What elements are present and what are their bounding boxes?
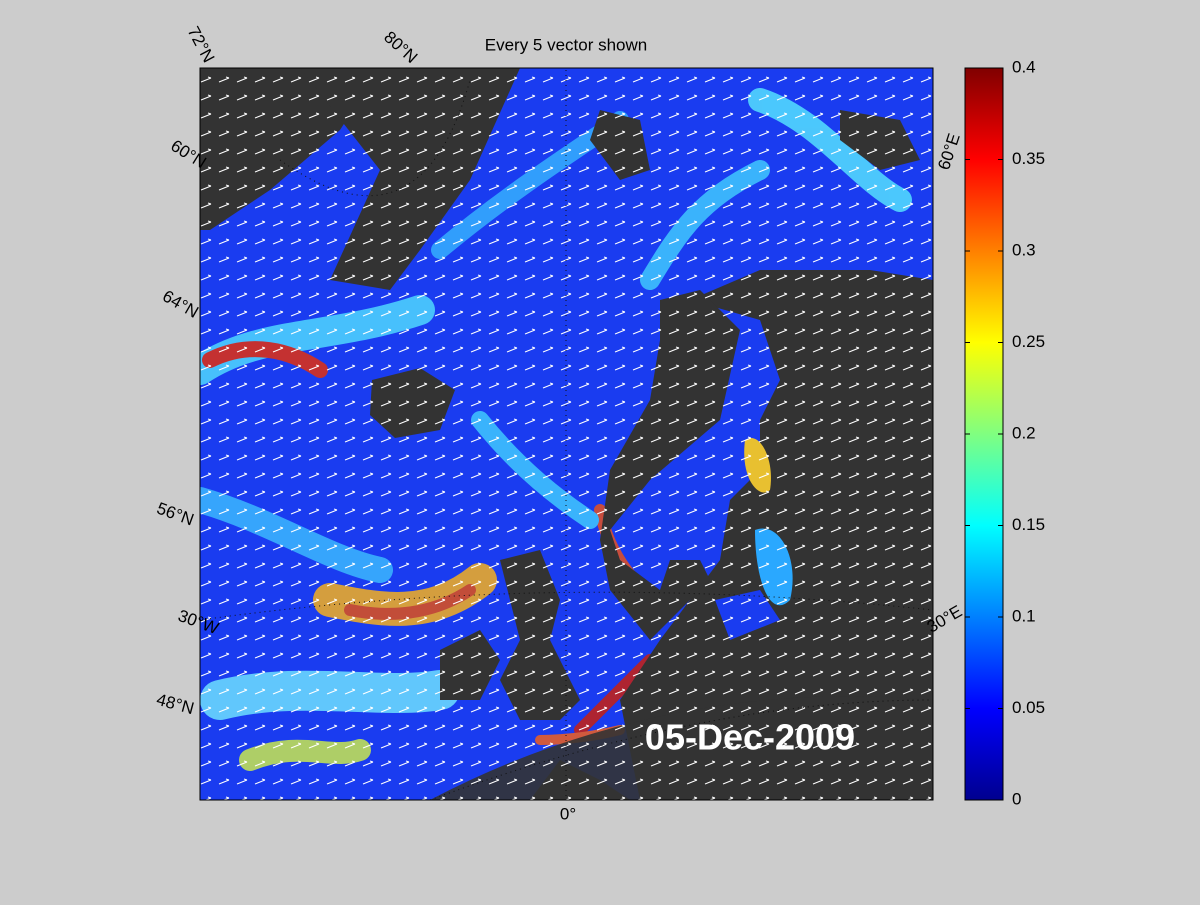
colorbar-tick-label: 0.15 bbox=[1012, 515, 1045, 534]
graticule-label: 48°N bbox=[154, 690, 196, 718]
colorbar: 0 0.05 0.1 0.15 0.2 0.25 0.3 0.35 0.4 bbox=[964, 57, 1045, 808]
colorbar-fill bbox=[964, 67, 1004, 801]
colorbar-tick-label: 0.25 bbox=[1012, 332, 1045, 351]
graticule-label: 64°N bbox=[159, 286, 201, 321]
graticule-label: 72°N bbox=[184, 23, 219, 65]
colorbar-tick-label: 0.4 bbox=[1012, 57, 1036, 76]
colorbar-tick-label: 0.35 bbox=[1012, 149, 1045, 168]
graticule bbox=[200, 68, 933, 800]
colorbar-tick-label: 0.05 bbox=[1012, 698, 1045, 717]
title: Every 5 vector shown bbox=[485, 35, 648, 54]
graticule-label: 0° bbox=[560, 804, 576, 823]
map-frame bbox=[199, 67, 934, 801]
date-label: 05-Dec-2009 bbox=[645, 717, 855, 758]
colorbar-tick-label: 0.3 bbox=[1012, 240, 1036, 259]
graticule-label: 60°E bbox=[934, 131, 964, 172]
colorbar-tick-label: 0 bbox=[1012, 789, 1021, 808]
graticule-label: 56°N bbox=[154, 499, 196, 530]
colorbar-tick-label: 0.1 bbox=[1012, 606, 1036, 625]
graticule-label: 80°N bbox=[380, 27, 421, 67]
colorbar-tick-label: 0.2 bbox=[1012, 423, 1036, 442]
map bbox=[200, 68, 933, 800]
